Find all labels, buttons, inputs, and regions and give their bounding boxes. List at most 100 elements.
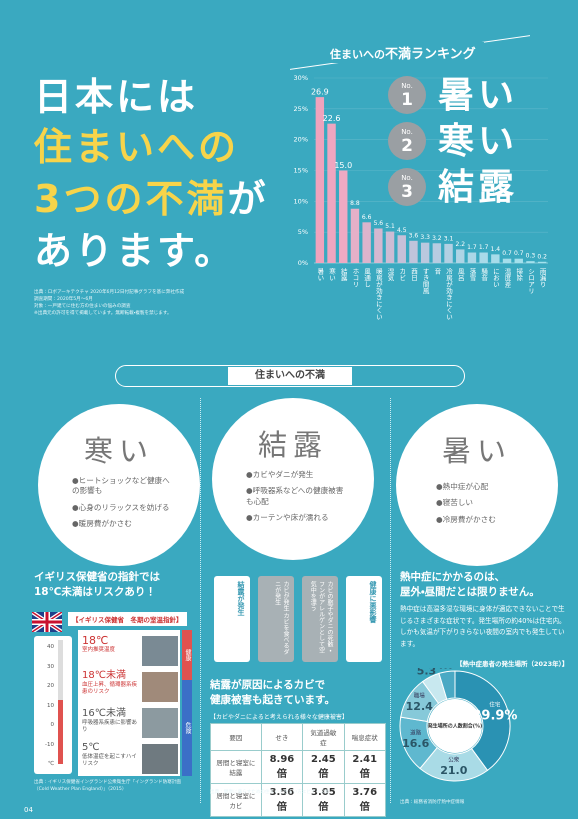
- x-tick-label: 音: [433, 267, 441, 276]
- pie-slice: [438, 670, 456, 700]
- bar: [327, 123, 336, 263]
- bar: [432, 243, 442, 263]
- step-text: 呼吸器系疾患に影響あり: [82, 720, 138, 733]
- x-tick-label: 湿気: [386, 267, 394, 283]
- pie-center-label: 発生場所の人数割合(%): [427, 723, 483, 730]
- th: 要因: [210, 723, 262, 751]
- rank-number: 1: [401, 90, 413, 110]
- x-tick-label: 寒い: [328, 267, 336, 282]
- bar: [350, 208, 360, 263]
- bullet: ●冷房費がかさむ: [436, 514, 496, 524]
- source-line: 対象：一戸建てに住む方の住まいの悩みの調査: [34, 303, 131, 309]
- pie-chart: 住宅39.9%公衆21.0道路16.6職場12.4その他5.3教育機関4.7発生…: [399, 668, 517, 782]
- title-line: 3つの不満が: [34, 180, 268, 218]
- section-title-em: 不満: [305, 370, 325, 381]
- band: 危険: [182, 680, 192, 776]
- scale-label: 0: [50, 722, 55, 728]
- step-text: 室内推奨温度: [82, 647, 116, 654]
- x-tick-label: すき間風: [421, 268, 429, 296]
- y-tick-label: 25%: [294, 105, 308, 113]
- ranking-title-em: 不満ランキング: [385, 47, 476, 62]
- step-temp: 5℃: [82, 742, 100, 753]
- value-label: 26.9: [311, 88, 329, 97]
- th: 喘息症状: [343, 723, 387, 751]
- value-label: 1.7: [467, 244, 477, 251]
- scale-label: 30: [47, 663, 54, 670]
- bar: [491, 254, 500, 263]
- bullet: ●ヒートショックなど健康への影響も: [72, 476, 170, 496]
- title-tail: が: [227, 177, 269, 221]
- heat-paragraph: 熱中症は高温多湿な環境に身体が適応できないことで生じるさまざまな症状です。発生場…: [400, 605, 566, 648]
- rank-label: 結露: [438, 167, 519, 208]
- ranking-chart: 0% 5% 10% 15% 20% 25% 30%26.9 暑い 22.6 寒い 15.0 結露 8.8…: [294, 74, 548, 320]
- issue-title: 暑い: [441, 434, 512, 468]
- section-pill: [115, 365, 465, 387]
- x-tick-label: 西日: [409, 268, 417, 283]
- x-tick-label: 落雪: [468, 267, 476, 283]
- mold-title: 結露が原因によるカビで 健康被害も起きています。: [210, 678, 335, 708]
- mold-title-line: 結露が原因によるカビで: [210, 679, 326, 691]
- value-label: 3.6: [409, 232, 419, 239]
- heat-title-line: 屋外・昼間だとは限りません。: [400, 586, 540, 599]
- bar: [479, 252, 488, 263]
- bar: [397, 235, 406, 263]
- table-title: 【カビやダニによると考えられる様々な健康被害】: [210, 714, 348, 721]
- divider: [390, 398, 391, 803]
- value-label: 4.5: [397, 227, 407, 234]
- photo: [142, 744, 178, 774]
- bullet: ●心身のリラックスを妨げる: [72, 502, 170, 512]
- rank-badge: No. 2: [388, 122, 426, 160]
- x-tick-label: 風呂: [456, 268, 464, 283]
- uk-flag: [32, 612, 62, 632]
- cold-title: イギリス保健省の指針では 18℃未満はリスクあり！: [34, 570, 160, 600]
- rank-label: 寒い: [438, 121, 519, 162]
- mold-source: 出典：健康に暮らすための住まいと住まい方エビデンス集: [210, 790, 330, 795]
- flow-box: カビが発生 カビを食べるダニが発生: [258, 576, 294, 662]
- issue-title: 寒い: [83, 434, 154, 468]
- scale-label: 10: [47, 702, 54, 709]
- value-label: 8.8: [350, 200, 360, 207]
- scale-label: -10: [45, 741, 54, 748]
- y-tick-label: 15%: [294, 167, 308, 175]
- step: 5℃ 低体温症を起こすハイリスク: [82, 742, 142, 767]
- thermo-scale: 40 30 20 10 0 -10 ℃: [36, 638, 54, 775]
- issue-circle: 暑い ●熱中症が心配 ●寝苦しい ●冷房費がかさむ: [396, 404, 558, 566]
- source-line: ※出典元の許可を得て掲載しています。無断転載・複製を禁じます。: [34, 310, 172, 316]
- issue-circle: 寒い ●ヒートショックなど健康への影響も ●心身のリラックスを妨げる ●暖房費がかさ…: [38, 404, 200, 566]
- rank-no: No.: [401, 174, 413, 182]
- rank-badge: No. 1: [388, 76, 426, 114]
- bar: [339, 170, 348, 263]
- td: 3.76倍: [343, 783, 387, 817]
- mold-title-line: 健康被害も起きています。: [210, 694, 335, 707]
- bullet: ●寝苦しい: [436, 498, 474, 508]
- bar: [374, 228, 383, 263]
- cold-source: 出典：イギリス保健省イングランド公衆衛生庁「イングランド防寒計画（Cold We…: [34, 780, 182, 792]
- thermometer: [34, 636, 72, 774]
- ranking-title-pre: 住まいへの: [330, 48, 385, 61]
- slice-value: 5.3: [417, 668, 437, 678]
- photo: [142, 636, 178, 666]
- heat-source: 出典：総務省消防庁熱中症情報: [400, 800, 465, 805]
- x-tick-label: 温度差: [503, 267, 511, 289]
- slice-value: 39.9%: [472, 708, 517, 723]
- title-line: 日本には: [34, 75, 199, 119]
- bar: [444, 243, 453, 263]
- divider: [200, 398, 201, 803]
- issue-circle: 結露 ●カビやダニが発生 ●呼吸器系などへの健康被害も心配 ●カーテンや床が濡れる: [212, 398, 374, 560]
- value-label: 0.7: [502, 250, 512, 257]
- bar: [362, 222, 371, 263]
- bullet: ●熱中症が心配: [436, 482, 489, 491]
- page-number: 04: [24, 806, 33, 814]
- td: 2.45倍: [302, 750, 345, 784]
- value-label: 0.2: [537, 253, 547, 260]
- source: 出典：ロボアーキテクチャ 2020年6月12日付記事グラフを基に弊社作成 調査期…: [34, 290, 264, 318]
- x-tick-label: 暖房が効きにくい: [374, 268, 382, 320]
- slice-name: 道路: [410, 728, 422, 736]
- health-table: 要因 せき 気道過敏症 喘息症状 居間と寝室に結露 8.96倍 2.45倍 2.41倍 居間…: [210, 723, 387, 817]
- scale-label: ℃: [47, 761, 54, 767]
- cold-title-line: 18℃未満はリスクあり！: [34, 586, 156, 599]
- slice-value: 21.0: [440, 764, 467, 777]
- title-line: あります。: [34, 229, 236, 273]
- th: せき: [260, 723, 304, 751]
